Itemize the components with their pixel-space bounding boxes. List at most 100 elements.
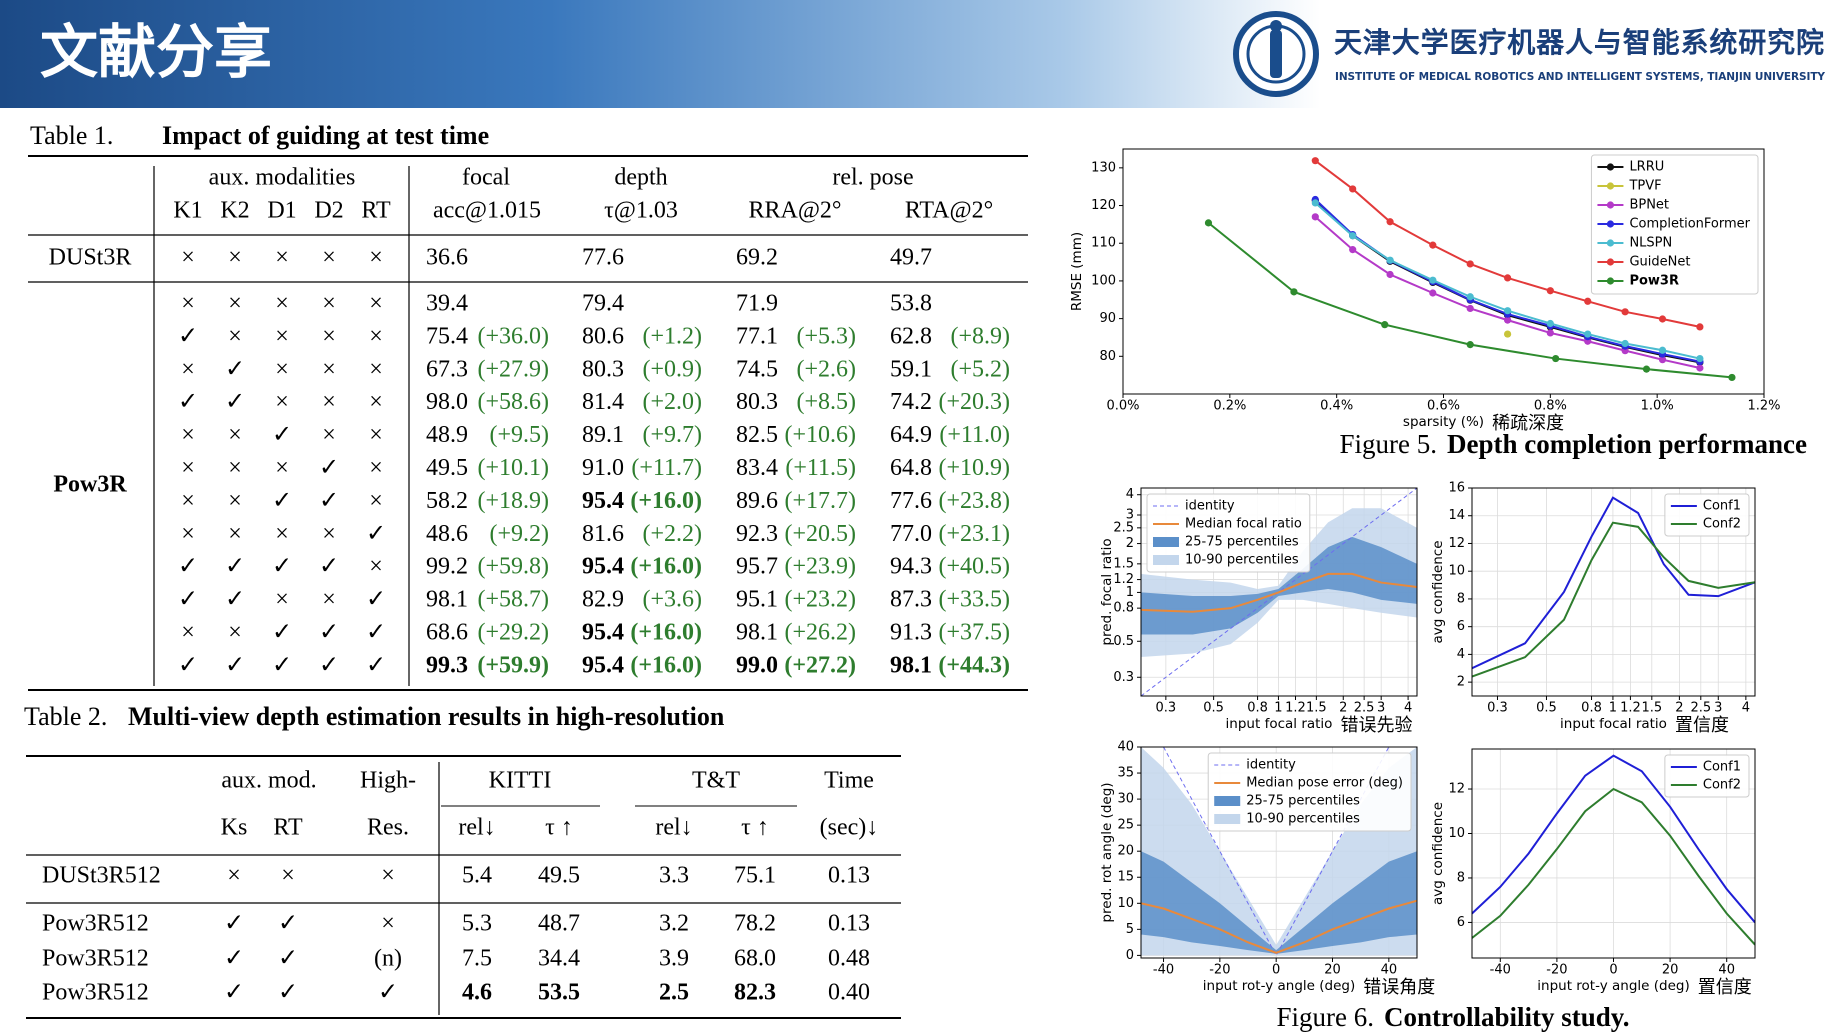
column-header: (sec)↓ xyxy=(820,815,879,841)
modality-mark: × xyxy=(322,291,336,317)
x-tick-label: 1.2 xyxy=(1620,701,1641,716)
cell-value: 80.3 xyxy=(582,356,624,382)
legend-swatch xyxy=(1214,814,1241,824)
legend-label: NLSPN xyxy=(1629,236,1672,251)
y-tick-label: 20 xyxy=(1117,844,1134,859)
data-point xyxy=(1642,365,1651,373)
data-point xyxy=(1311,213,1319,221)
column-header: RT xyxy=(361,198,391,224)
cell-value: 49.5 xyxy=(538,863,580,889)
x-tick-label: 1 xyxy=(1609,701,1617,716)
y-tick-label: 4 xyxy=(1126,487,1134,502)
x-tick-label: 0.5 xyxy=(1203,701,1224,716)
modality-mark: × xyxy=(275,521,289,547)
modality-mark: × xyxy=(228,488,242,514)
table-title: Multi-view depth estimation results in h… xyxy=(128,702,725,731)
legend-label: GuideNet xyxy=(1629,255,1690,270)
x-tick-label: 20 xyxy=(1662,963,1679,978)
x-tick-label: 1.5 xyxy=(1306,701,1327,716)
table-label: Table 2. xyxy=(24,702,107,731)
column-header: RT xyxy=(273,815,303,841)
cell-delta: (+20.5) xyxy=(784,521,856,547)
cell-value: 77.6 xyxy=(890,488,932,514)
y-tick-label: 0 xyxy=(1126,948,1134,963)
column-header: τ@1.03 xyxy=(604,198,678,224)
column-header: RTA@2° xyxy=(905,198,993,224)
modality-mark: × xyxy=(275,245,289,271)
modality-mark: × xyxy=(369,389,383,415)
cell-delta: (+23.1) xyxy=(938,521,1010,547)
y-tick-label: 5 xyxy=(1126,922,1134,937)
legend: identity Median focal ratio 25-75 percenti… xyxy=(1146,493,1311,573)
legend-label: 10-90 percentiles xyxy=(1185,553,1299,568)
x-tick-label: 2.5 xyxy=(1690,701,1711,716)
column-header: D1 xyxy=(267,198,296,224)
y-tick-label: 25 xyxy=(1117,818,1134,833)
cell-value: 81.4 xyxy=(582,389,624,415)
y-axis-label: avg confidence xyxy=(1430,802,1446,905)
cell-value: 3.3 xyxy=(659,863,689,889)
x-tick-label: -20 xyxy=(1546,963,1567,978)
data-point xyxy=(1584,330,1592,338)
cell-value: 3.9 xyxy=(659,946,689,972)
cell-delta: (+58.7) xyxy=(477,587,549,613)
legend-label: 25-75 percentiles xyxy=(1246,794,1360,809)
percentile-band xyxy=(1141,851,1417,954)
modality-mark: ✓ xyxy=(366,587,386,613)
cell-value: 7.5 xyxy=(462,946,492,972)
cell-value: 91.3 xyxy=(890,620,932,646)
cell-value: 98.1 xyxy=(890,652,932,678)
cell-value: 95.4 xyxy=(582,620,624,646)
legend-label: Conf1 xyxy=(1703,760,1741,775)
cell-delta: (+23.9) xyxy=(784,554,856,580)
cell-value: 95.4 xyxy=(582,554,624,580)
modality-mark: × xyxy=(181,488,195,514)
column-header: Res. xyxy=(367,815,409,841)
x-axis-label: input focal ratio xyxy=(1560,716,1667,732)
figure-label: Figure 6. xyxy=(1277,1002,1375,1032)
cell-delta: (+16.0) xyxy=(630,554,702,580)
modality-mark: ✓ xyxy=(225,389,245,415)
data-point xyxy=(1696,364,1704,372)
cell-value: 81.6 xyxy=(582,521,624,547)
x-tick-label: 40 xyxy=(1718,963,1735,978)
modality-mark: × xyxy=(369,323,383,349)
data-point xyxy=(1349,246,1357,254)
cell-value: 95.4 xyxy=(582,652,624,678)
x-tick-label: 1 xyxy=(1274,701,1282,716)
cell-value: 87.3 xyxy=(890,587,932,613)
plot-area xyxy=(1472,749,1755,958)
modality-mark: ✓ xyxy=(366,652,386,678)
cell-value: 0.13 xyxy=(828,863,870,889)
cell-value: 0.48 xyxy=(828,946,870,972)
data-point xyxy=(1584,297,1592,305)
row-method: Pow3R512 xyxy=(42,980,149,1006)
plot-frame xyxy=(1140,746,1418,959)
modality-mark: × xyxy=(228,521,242,547)
modality-mark: ✓ xyxy=(225,587,245,613)
modality-mark: × xyxy=(369,422,383,448)
cell-value: 64.9 xyxy=(890,422,932,448)
cell-value: 99.0 xyxy=(736,652,778,678)
data-point xyxy=(1546,329,1554,337)
data-point xyxy=(1696,354,1704,363)
cell-delta: (+16.0) xyxy=(630,652,702,678)
x-tick-label: 0.8 xyxy=(1247,701,1268,716)
cell-value: 62.8 xyxy=(890,323,932,349)
modality-mark: ✓ xyxy=(178,554,198,580)
data-point xyxy=(1552,354,1560,363)
cell-value: 75.1 xyxy=(734,863,776,889)
legend-marker xyxy=(1606,201,1615,209)
cell-value: ✓ xyxy=(278,911,298,937)
legend-label: Conf2 xyxy=(1703,778,1741,793)
cell-value: ✓ xyxy=(378,980,398,1006)
legend-label: identity xyxy=(1185,499,1235,514)
modality-mark: × xyxy=(275,356,289,382)
figure-caption: Controllability study. xyxy=(1384,1002,1630,1032)
cell-value: 89.6 xyxy=(736,488,778,514)
data-point xyxy=(1621,339,1629,348)
x-axis-label: input rot-y angle (deg) xyxy=(1537,978,1689,994)
y-axis-label: pred. focal ratio xyxy=(1099,538,1115,645)
y-tick-label: 15 xyxy=(1117,870,1134,885)
modality-mark: × xyxy=(228,422,242,448)
